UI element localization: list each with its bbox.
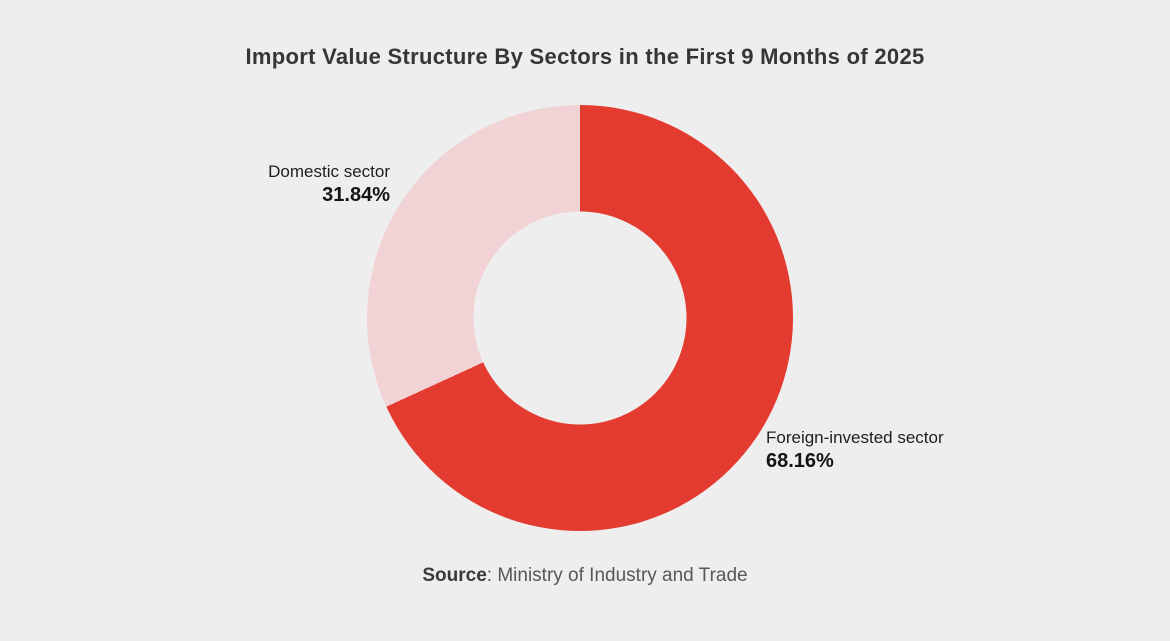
donut-hole [473, 211, 687, 425]
domestic-slice-value: 31.84% [322, 183, 390, 206]
foreign-slice-label: Foreign-invested sector [766, 428, 944, 447]
callout-foreign-sector: Foreign-invested sector 68.16% [766, 428, 944, 473]
chart-title: Import Value Structure By Sectors in the… [245, 44, 925, 69]
foreign-slice-value: 68.16% [766, 449, 834, 472]
source-note: Source: Ministry of Industry and Trade [0, 565, 1170, 587]
domestic-slice-label: Domestic sector [268, 162, 390, 181]
source-text: : Ministry of Industry and Trade [486, 565, 748, 586]
donut-chart [367, 105, 793, 531]
callout-domestic-sector: Domestic sector 31.84% [268, 162, 390, 207]
source-label: Source [422, 565, 487, 586]
